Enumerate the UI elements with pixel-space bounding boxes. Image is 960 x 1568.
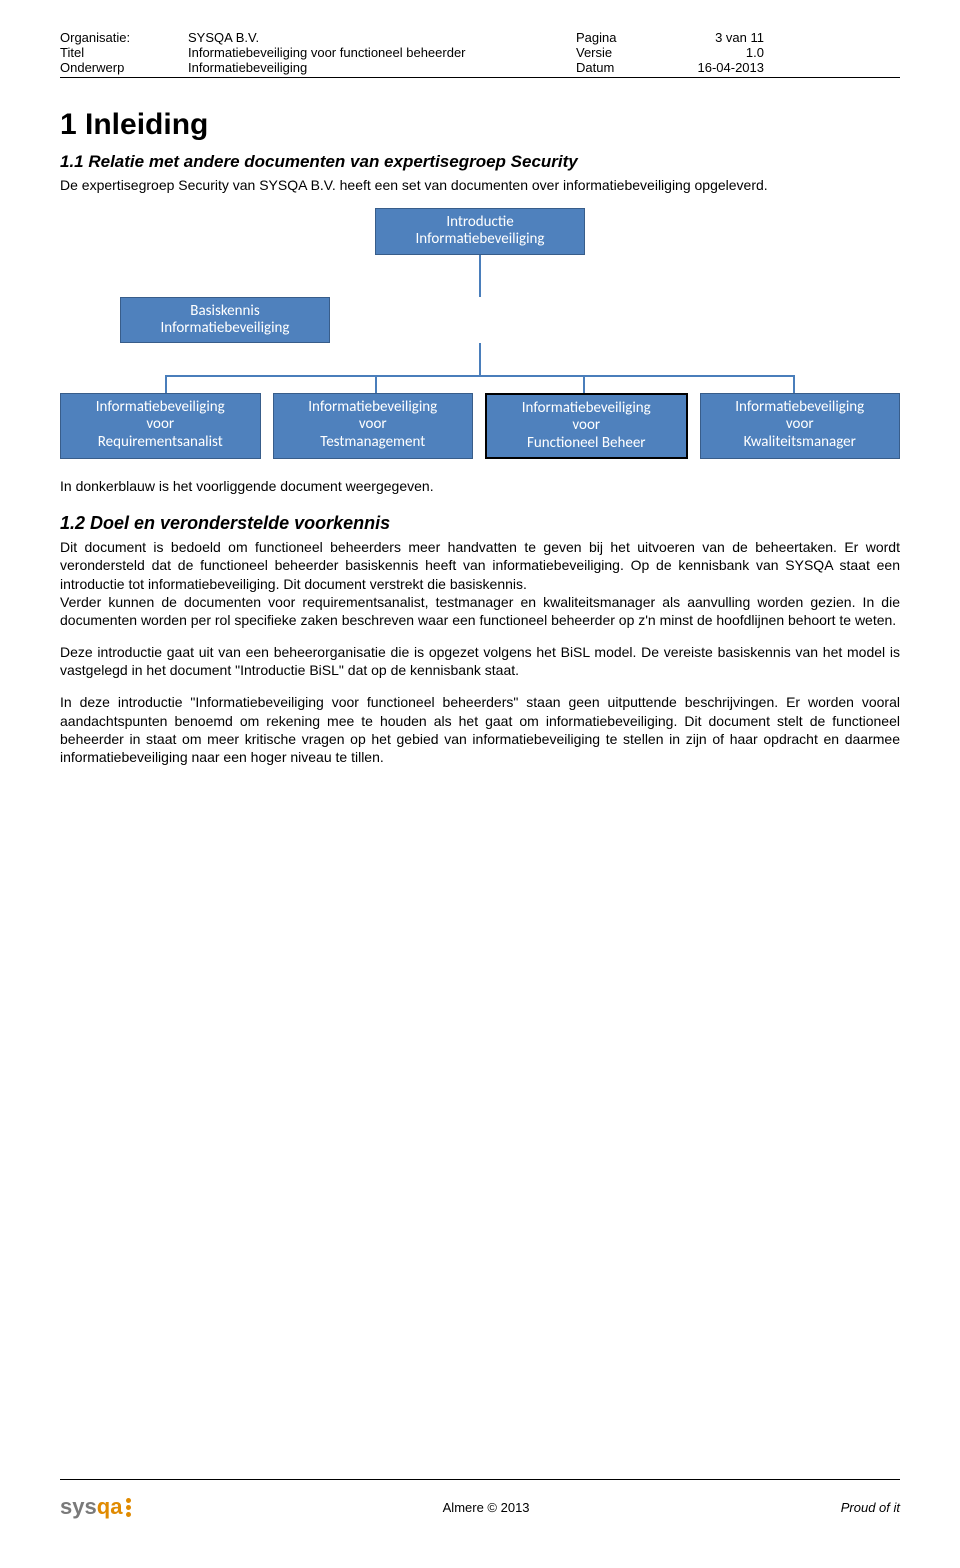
- chart-node-test-l1: Informatiebeveiliging: [280, 399, 467, 416]
- chart-node-funcbeheer: Informatiebeveiliging voor Functioneel B…: [485, 393, 688, 459]
- chart-node-kw-l2: voor: [707, 416, 894, 433]
- meta-label-datum: Datum: [576, 60, 656, 75]
- page-footer: sysqa Almere © 2013 Proud of it: [60, 1494, 900, 1520]
- paragraph-3: Dit document is bedoeld om functioneel b…: [60, 538, 900, 593]
- chart-node-top-l2: Informatiebeveiliging: [382, 231, 578, 248]
- heading-1: 1 Inleiding: [60, 108, 900, 142]
- paragraph-legend: In donkerblauw is het voorliggende docum…: [60, 477, 900, 495]
- meta-value-versie: 1.0: [664, 45, 764, 60]
- header-meta-table: Organisatie: SYSQA B.V. Pagina 3 van 11 …: [60, 30, 900, 78]
- heading-1-2: 1.2 Doel en veronderstelde voorkennis: [60, 513, 900, 534]
- meta-label-titel: Titel: [60, 45, 180, 60]
- meta-label-versie: Versie: [576, 45, 656, 60]
- chart-node-test-l3: Testmanagement: [280, 434, 467, 451]
- meta-label-onderwerp: Onderwerp: [60, 60, 180, 75]
- chart-node-mid-l2: Informatiebeveiliging: [127, 320, 323, 337]
- chart-node-req: Informatiebeveiliging voor Requirementsa…: [60, 393, 261, 459]
- paragraph-4: Verder kunnen de documenten voor require…: [60, 593, 900, 629]
- chart-connector-v1: [479, 255, 481, 297]
- chart-node-mid-l1: Basiskennis: [127, 303, 323, 320]
- paragraph-6: In deze introductie "Informatiebeveiligi…: [60, 693, 900, 766]
- meta-label-org: Organisatie:: [60, 30, 180, 45]
- chart-node-kwaliteit: Informatiebeveiliging voor Kwaliteitsman…: [700, 393, 901, 459]
- paragraph-5: Deze introductie gaat uit van een beheer…: [60, 643, 900, 679]
- chart-node-test: Informatiebeveiliging voor Testmanagemen…: [273, 393, 474, 459]
- chart-node-fb-l3: Functioneel Beheer: [493, 435, 680, 452]
- chart-node-top: Introductie Informatiebeveiliging: [375, 208, 585, 255]
- chart-node-req-l1: Informatiebeveiliging: [67, 399, 254, 416]
- chart-node-kw-l3: Kwaliteitsmanager: [707, 434, 894, 451]
- heading-1-1: 1.1 Relatie met andere documenten van ex…: [60, 152, 900, 172]
- chart-node-req-l3: Requirementsanalist: [67, 434, 254, 451]
- org-chart: Introductie Informatiebeveiliging Basisk…: [60, 208, 900, 459]
- meta-label-pagina: Pagina: [576, 30, 656, 45]
- meta-value-org: SYSQA B.V.: [188, 30, 568, 45]
- chart-node-fb-l2: voor: [493, 417, 680, 434]
- logo-sysqa: sysqa: [60, 1494, 131, 1520]
- chart-node-fb-l1: Informatiebeveiliging: [493, 400, 680, 417]
- chart-node-kw-l1: Informatiebeveiliging: [707, 399, 894, 416]
- chart-hbar: [60, 375, 900, 393]
- footer-rule: [60, 1479, 900, 1480]
- meta-value-pagina: 3 van 11: [664, 30, 764, 45]
- chart-node-test-l2: voor: [280, 416, 467, 433]
- chart-node-top-l1: Introductie: [382, 214, 578, 231]
- chart-bottom-row: Informatiebeveiliging voor Requirementsa…: [60, 393, 900, 459]
- footer-tagline: Proud of it: [841, 1500, 900, 1515]
- meta-value-datum: 16-04-2013: [664, 60, 764, 75]
- meta-value-onderwerp: Informatiebeveiliging: [188, 60, 568, 75]
- meta-value-titel: Informatiebeveiliging voor functioneel b…: [188, 45, 568, 60]
- paragraph-intro: De expertisegroep Security van SYSQA B.V…: [60, 176, 900, 194]
- chart-node-mid: Basiskennis Informatiebeveiliging: [120, 297, 330, 344]
- chart-connector-v2: [479, 343, 481, 375]
- footer-center: Almere © 2013: [443, 1500, 530, 1515]
- document-page: Organisatie: SYSQA B.V. Pagina 3 van 11 …: [0, 0, 960, 1540]
- logo-dots-icon: [126, 1498, 131, 1517]
- chart-node-req-l2: voor: [67, 416, 254, 433]
